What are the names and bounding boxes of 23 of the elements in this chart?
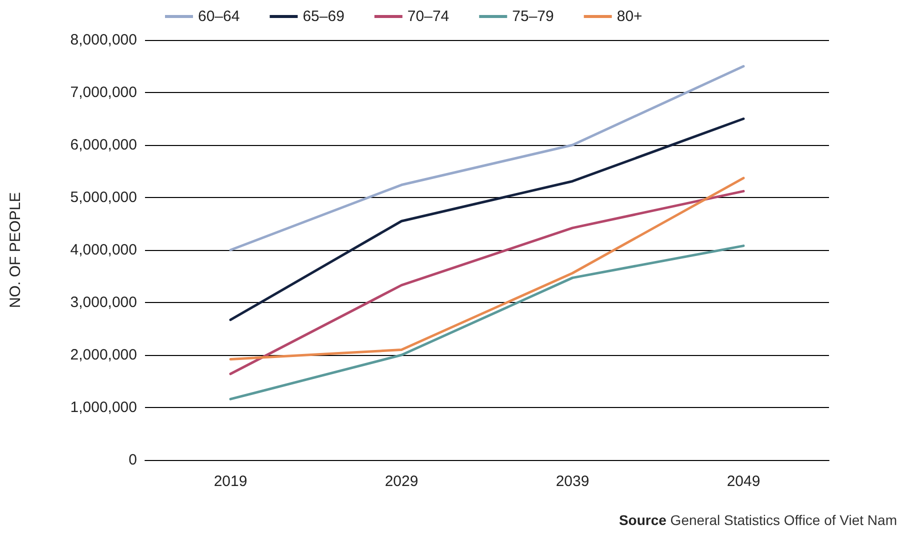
legend-label: 80+ (616, 8, 643, 25)
y-tick-label: 4,000,000 (70, 242, 137, 258)
line-series (229, 118, 745, 322)
y-tick-label: 6,000,000 (70, 136, 137, 154)
legend-label: 60–64 (198, 8, 240, 25)
x-tick-label: 2019 (214, 473, 248, 490)
y-tick-label: 5,000,000 (70, 189, 137, 206)
legend-label: 75–79 (512, 8, 554, 25)
y-tick-label: 3,000,000 (70, 294, 137, 311)
y-tick-label: 0 (128, 452, 137, 468)
x-tick-label: 2039 (556, 473, 590, 490)
legend-label: 70–74 (407, 8, 450, 25)
legend-label: 65–69 (302, 8, 344, 25)
y-tick-label: 8,000,000 (70, 32, 137, 48)
line-series (229, 65, 745, 252)
x-tick-label: 2029 (384, 473, 418, 490)
y-axis-title: NO. OF PEOPLE (7, 192, 24, 308)
y-tick-label: 7,000,000 (70, 84, 137, 101)
y-tick-label: 1,000,000 (70, 399, 137, 416)
source-note: Source General Statistics Office of Viet Nam (618, 512, 897, 528)
line-series (229, 244, 745, 400)
x-tick-label: 2049 (726, 473, 760, 490)
y-tick-label: 2,000,000 (70, 346, 137, 364)
